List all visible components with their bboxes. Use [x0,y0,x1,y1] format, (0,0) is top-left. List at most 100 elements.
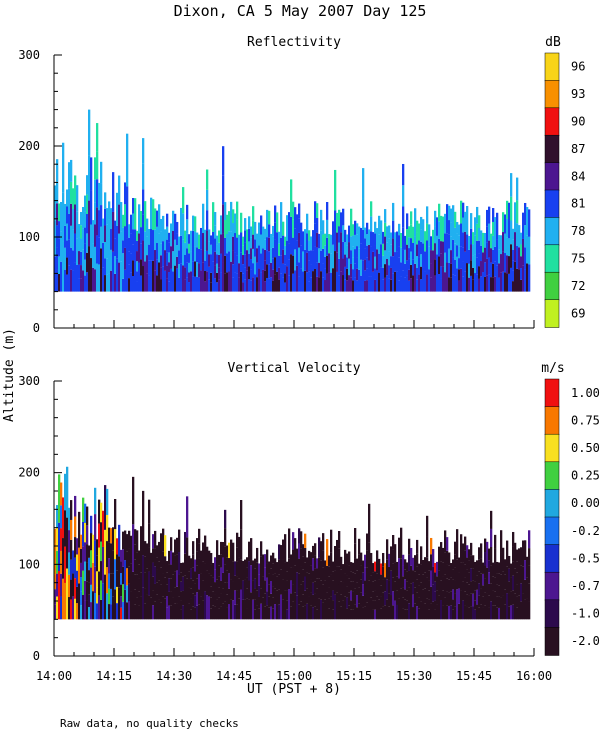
heatmap-cell [450,222,453,237]
reflectivity-colorbar-unit: dB [545,35,561,50]
heatmap-cell [114,589,117,620]
heatmap-cell [56,596,59,620]
heatmap-cell [326,219,329,238]
heatmap-cell [144,588,147,604]
heatmap-cell [166,278,169,292]
heatmap-cell [290,216,293,255]
heatmap-cell [272,225,275,237]
reflectivity-heatmap [54,109,531,292]
heatmap-cell [346,268,349,281]
heatmap-cell [102,242,105,268]
heatmap-cell [266,591,269,606]
heatmap-cell [408,226,411,238]
heatmap-cell [366,280,369,292]
heatmap-cell [468,549,471,561]
heatmap-cell [120,202,123,232]
colorbar-label: 87 [571,142,585,156]
heatmap-cell [358,571,361,588]
heatmap-cell [400,233,403,248]
heatmap-cell [232,581,235,601]
heatmap-cell [194,607,197,620]
heatmap-cell [490,510,493,529]
heatmap-cell [70,181,73,204]
heatmap-cell [436,604,439,620]
heatmap-cell [298,262,301,277]
heatmap-cell [440,600,443,620]
heatmap-cell [208,550,211,574]
heatmap-cell [486,541,489,568]
heatmap-cell [102,218,105,243]
heatmap-cell [58,571,61,620]
heatmap-cell [96,207,99,236]
heatmap-cell [266,250,269,265]
heatmap-cell [254,609,257,620]
heatmap-cell [208,254,211,267]
heatmap-cell [90,584,93,603]
heatmap-cell [156,243,159,260]
heatmap-cell [94,246,97,270]
heatmap-cell [414,208,417,237]
heatmap-cell [502,271,505,292]
heatmap-cell [422,219,425,244]
heatmap-cell [142,189,145,215]
heatmap-cell [314,269,317,292]
heatmap-cell [102,583,105,620]
heatmap-cell [330,234,333,254]
heatmap-cell [156,557,159,570]
colorbar-swatch [544,627,560,656]
heatmap-cell [158,599,161,620]
heatmap-cell [104,485,107,530]
heatmap-cell [374,609,377,620]
heatmap-cell [260,588,263,604]
heatmap-cell [376,573,379,597]
heatmap-cell [456,268,459,280]
heatmap-cell [340,606,343,620]
heatmap-cell [386,559,389,580]
heatmap-cell [478,266,481,279]
heatmap-cell [124,226,127,248]
colorbar-label: 1.00 [571,386,600,400]
heatmap-cell [348,242,351,259]
heatmap-cell [110,270,113,292]
heatmap-cell [234,604,237,620]
colorbar-swatch [544,516,560,546]
heatmap-cell [400,262,403,277]
heatmap-cell [82,521,85,547]
heatmap-cell [502,212,505,233]
heatmap-cell [252,248,255,264]
heatmap-cell [522,566,525,594]
heatmap-cell [82,594,85,620]
heatmap-cell [514,202,517,233]
heatmap-cell [448,205,451,221]
heatmap-cell [292,584,295,602]
heatmap-cell [370,216,373,232]
heatmap-cell [240,500,243,530]
heatmap-cell [428,599,431,610]
heatmap-cell [348,275,351,292]
heatmap-cell [190,230,193,252]
heatmap-cell [104,241,107,259]
heatmap-cell [288,228,291,244]
heatmap-cell [420,216,423,230]
heatmap-cell [300,531,303,549]
heatmap-cell [168,242,171,253]
heatmap-cell [76,570,79,587]
heatmap-cell [62,192,65,242]
heatmap-cell [82,570,85,595]
heatmap-cell [190,578,193,589]
heatmap-cell [256,233,259,249]
heatmap-cell [524,579,527,600]
heatmap-cell [314,606,317,620]
heatmap-cell [474,217,477,236]
heatmap-cell [520,601,523,620]
heatmap-cell [270,233,273,249]
heatmap-cell [254,578,257,589]
heatmap-cell [54,543,57,560]
heatmap-cell [436,561,439,577]
heatmap-cell [88,594,91,608]
heatmap-cell [480,573,483,589]
heatmap-cell [98,237,101,265]
heatmap-cell [284,264,287,274]
heatmap-cell [402,554,405,566]
heatmap-cell [242,599,245,620]
